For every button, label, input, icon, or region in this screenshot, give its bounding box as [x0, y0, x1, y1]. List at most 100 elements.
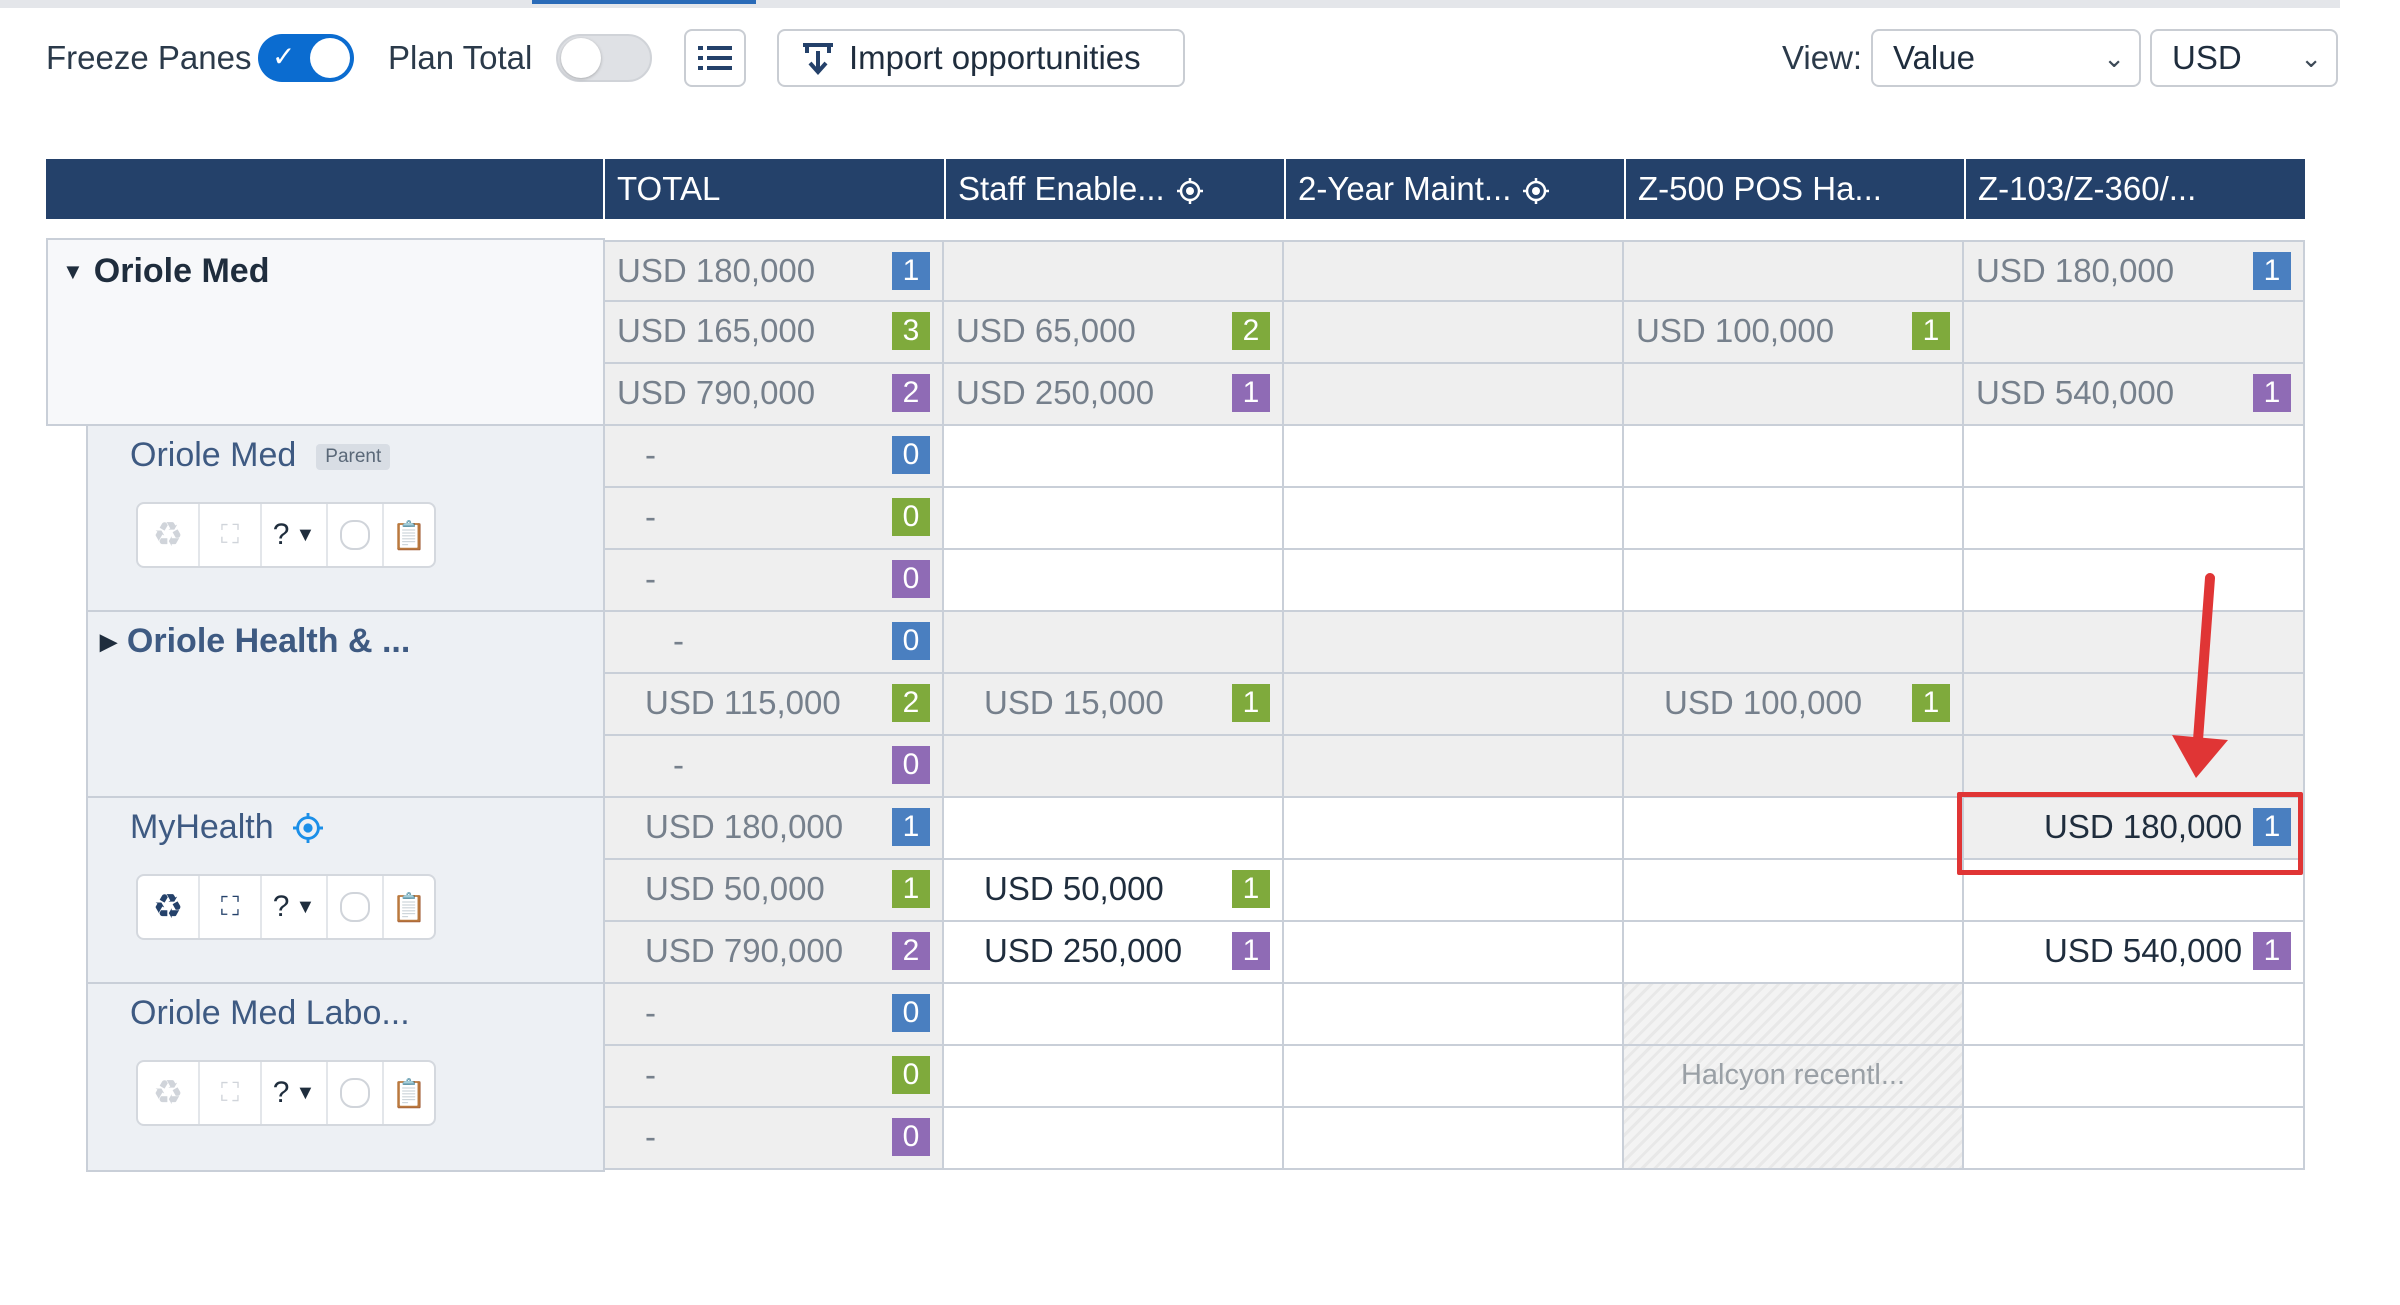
count-badge[interactable]: 1 [2253, 808, 2291, 846]
column-header-staff-enable[interactable]: Staff Enable... [944, 159, 1284, 219]
cell-z500-pos [1624, 798, 1964, 860]
account-name-link[interactable]: Oriole Med Labo... [130, 994, 410, 1032]
cell-total[interactable]: USD 790,000 2 [605, 364, 944, 426]
cell-2-year-maint [1284, 674, 1624, 736]
count-badge[interactable]: 1 [2253, 932, 2291, 970]
cell-total[interactable]: -0 [605, 1046, 944, 1108]
cell-total[interactable]: -0 [605, 488, 944, 550]
cell-staff-enable [944, 736, 1284, 798]
count-badge[interactable]: 1 [892, 808, 930, 846]
count-badge[interactable]: 2 [892, 932, 930, 970]
cell-z103-z360[interactable]: USD 540,000 1 [1964, 364, 2305, 426]
cell-z103-z360[interactable]: USD 540,000 1 [1964, 922, 2305, 984]
circle-icon[interactable] [328, 876, 384, 938]
account-name-toggle[interactable]: ▶ Oriole Health & ... [100, 622, 411, 660]
column-header-z500-pos[interactable]: Z-500 POS Ha... [1624, 159, 1964, 219]
cell-total[interactable]: -0 [605, 736, 944, 798]
recycle-icon[interactable]: ♻ [138, 876, 200, 938]
cell-z103-z360[interactable]: USD 180,000 1 [1964, 240, 2305, 302]
cell-value: USD 50,000 [645, 870, 825, 907]
count-badge[interactable]: 3 [892, 312, 930, 350]
column-header-z103-z360[interactable]: Z-103/Z-360/... [1964, 159, 2305, 219]
cell-staff-enable[interactable]: USD 250,000 1 [944, 922, 1284, 984]
circle-icon[interactable] [328, 504, 384, 566]
count-badge[interactable]: 1 [1232, 870, 1270, 908]
cell-z500-pos[interactable]: Halcyon recentl... [1624, 1046, 1964, 1108]
question-dropdown[interactable]: ? ▼ [262, 504, 328, 566]
cell-staff-enable[interactable]: USD 15,000 1 [944, 674, 1284, 736]
cell-z103-z360 [1964, 302, 2305, 364]
count-badge[interactable]: 1 [892, 870, 930, 908]
account-name-link[interactable]: Oriole Med Parent [130, 436, 391, 475]
question-dropdown[interactable]: ? ▼ [262, 1062, 328, 1124]
cell-staff-enable[interactable]: USD 50,000 1 [944, 860, 1284, 922]
cell-z500-pos[interactable]: USD 100,000 1 [1624, 302, 1964, 364]
cell-staff-enable[interactable]: USD 65,000 2 [944, 302, 1284, 364]
question-dropdown[interactable]: ? ▼ [262, 876, 328, 938]
count-badge[interactable]: 1 [2253, 374, 2291, 412]
account-row-myhealth: MyHealth ♻ ⛶ ? ▼ 📋 [86, 798, 605, 984]
column-header-2-year-maint[interactable]: 2-Year Maint... [1284, 159, 1624, 219]
hierarchy-icon[interactable]: ⛶ [200, 1062, 262, 1124]
list-view-button[interactable] [684, 29, 746, 87]
count-badge[interactable]: 1 [1232, 684, 1270, 722]
count-badge[interactable]: 0 [892, 746, 930, 784]
circle-icon[interactable] [328, 1062, 384, 1124]
count-badge[interactable]: 1 [1912, 684, 1950, 722]
cell-total[interactable]: USD 165,000 3 [605, 302, 944, 364]
view-select[interactable]: Value ⌄ [1871, 29, 2141, 87]
cell-total[interactable]: USD 180,000 1 [605, 798, 944, 860]
count-badge[interactable]: 0 [892, 1056, 930, 1094]
clipboard-icon[interactable]: 📋 [391, 1077, 427, 1109]
cell-z500-pos[interactable]: USD 100,000 1 [1624, 674, 1964, 736]
count-badge[interactable]: 0 [892, 1118, 930, 1156]
cell-total[interactable]: USD 50,000 1 [605, 860, 944, 922]
count-badge[interactable]: 1 [2253, 252, 2291, 290]
cell-total[interactable]: USD 180,000 1 [605, 240, 944, 302]
check-icon: ✓ [272, 41, 296, 72]
recycle-icon[interactable]: ♻ [138, 504, 200, 566]
count-badge[interactable]: 0 [892, 436, 930, 474]
cell-total[interactable]: -0 [605, 612, 944, 674]
cell-total[interactable]: -0 [605, 550, 944, 612]
hierarchy-icon[interactable]: ⛶ [200, 504, 262, 566]
freeze-panes-toggle[interactable]: ✓ [258, 34, 354, 82]
cell-2-year-maint [1284, 798, 1624, 860]
cell-2-year-maint [1284, 240, 1624, 302]
count-badge[interactable]: 0 [892, 498, 930, 536]
cell-staff-enable [944, 1108, 1284, 1170]
cell-total[interactable]: -0 [605, 426, 944, 488]
count-badge[interactable]: 1 [1232, 932, 1270, 970]
account-name-toggle[interactable]: ▼ Oriole Med [62, 252, 270, 290]
count-badge[interactable]: 2 [1232, 312, 1270, 350]
clipboard-icon[interactable]: 📋 [391, 519, 427, 551]
count-badge[interactable]: 0 [892, 560, 930, 598]
cell-total[interactable]: -0 [605, 984, 944, 1046]
count-badge[interactable]: 1 [1232, 374, 1270, 412]
recycle-icon[interactable]: ♻ [138, 1062, 200, 1124]
count-badge[interactable]: 1 [1912, 312, 1950, 350]
cell-2-year-maint [1284, 860, 1624, 922]
count-badge[interactable]: 2 [892, 684, 930, 722]
cell-total[interactable]: USD 115,000 2 [605, 674, 944, 736]
count-badge[interactable]: 0 [892, 622, 930, 660]
cell-z103-z360 [1964, 612, 2305, 674]
account-name-link[interactable]: MyHealth [130, 808, 324, 847]
cell-z103-z360 [1964, 426, 2305, 488]
cell-total[interactable]: USD 790,000 2 [605, 922, 944, 984]
cell-z103-z360[interactable]: USD 180,000 1 [1964, 798, 2305, 860]
plan-total-toggle[interactable] [556, 34, 652, 82]
count-badge[interactable]: 2 [892, 374, 930, 412]
cell-value: - [645, 560, 656, 597]
cell-staff-enable [944, 550, 1284, 612]
import-opportunities-button[interactable]: Import opportunities [777, 29, 1185, 87]
count-badge[interactable]: 1 [892, 252, 930, 290]
hierarchy-icon[interactable]: ⛶ [200, 876, 262, 938]
cell-total[interactable]: -0 [605, 1108, 944, 1170]
clipboard-icon[interactable]: 📋 [391, 891, 427, 923]
column-header-total[interactable]: TOTAL [603, 159, 944, 219]
cell-staff-enable[interactable]: USD 250,000 1 [944, 364, 1284, 426]
count-badge[interactable]: 0 [892, 994, 930, 1032]
list-icon [698, 46, 732, 70]
currency-select[interactable]: USD ⌄ [2150, 29, 2338, 87]
